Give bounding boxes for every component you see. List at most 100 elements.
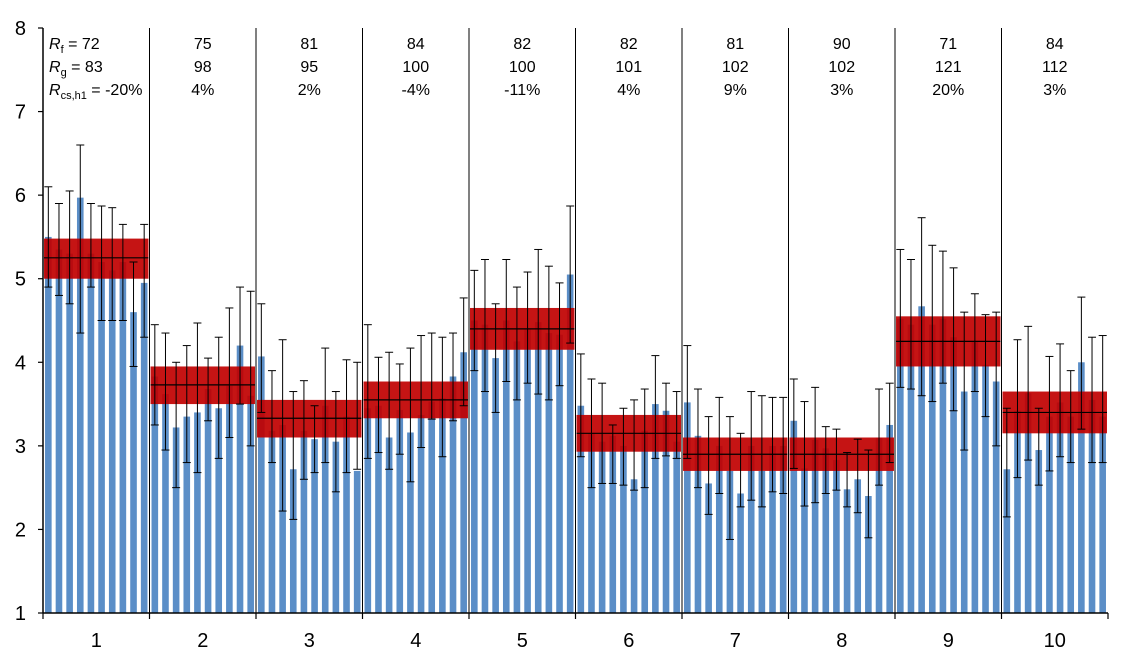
mean-bands	[44, 238, 1107, 471]
annotation-rcs: 3%	[830, 82, 853, 99]
annotation-rg: 100	[402, 59, 429, 76]
bar	[758, 470, 766, 613]
bar	[620, 445, 627, 613]
bar	[226, 385, 233, 613]
bar	[811, 440, 819, 613]
y-tick-label: 8	[15, 18, 26, 40]
bar	[907, 324, 915, 613]
bar	[918, 306, 925, 613]
bar	[1003, 469, 1011, 613]
x-tick-label: 5	[517, 630, 528, 652]
bar	[311, 439, 318, 613]
bar	[865, 496, 872, 613]
bar	[385, 437, 393, 613]
bar	[1046, 416, 1053, 613]
bar	[439, 398, 446, 613]
bar	[843, 489, 851, 613]
bar	[992, 381, 1000, 613]
bar	[449, 376, 457, 613]
annotation-rf: 75	[194, 36, 212, 53]
annotation-rg: 121	[935, 59, 962, 76]
group-dividers	[149, 28, 1002, 613]
annotation-rg: 100	[509, 59, 536, 76]
bar	[960, 391, 968, 613]
bar	[609, 435, 617, 613]
bar	[556, 334, 563, 613]
annotation-rf: 84	[1046, 36, 1064, 53]
bar	[630, 479, 638, 613]
bar	[1035, 450, 1043, 613]
bar	[481, 324, 489, 613]
y-tick-label: 5	[15, 269, 26, 291]
annotation-rcs: -11%	[504, 82, 540, 99]
bar	[108, 270, 116, 613]
bar	[1056, 402, 1064, 613]
annotation-rcs: 9%	[724, 82, 747, 99]
bar	[162, 394, 169, 613]
bar	[151, 376, 159, 613]
bar	[343, 416, 350, 613]
bar	[673, 441, 680, 613]
bar	[375, 405, 382, 613]
y-tick-label: 1	[15, 603, 26, 625]
mean-band	[44, 238, 149, 279]
bar	[76, 197, 84, 613]
bar	[1014, 410, 1021, 613]
x-tick-label: 3	[304, 630, 315, 652]
annotation-rcs: 4%	[191, 82, 214, 99]
bar	[875, 437, 883, 613]
bar	[737, 493, 744, 613]
annotation-rf: 84	[407, 36, 425, 53]
annotation-rg-label: Rg = 83	[49, 59, 103, 79]
x-tick-label: 4	[410, 630, 421, 652]
bar	[822, 448, 830, 613]
annotation-rg: 95	[300, 59, 318, 76]
x-tick-label: 6	[623, 630, 634, 652]
bar	[545, 333, 553, 613]
bar	[87, 253, 95, 613]
bar	[1024, 393, 1032, 613]
bar	[641, 430, 649, 613]
bar	[247, 395, 254, 613]
bar	[652, 404, 659, 613]
bar	[460, 352, 467, 613]
y-tick-label: 6	[15, 185, 26, 207]
axes	[38, 27, 1109, 619]
bar	[726, 470, 734, 613]
bar	[662, 410, 670, 613]
annotation-rf: 82	[620, 36, 638, 53]
bar	[321, 405, 329, 613]
bar	[353, 470, 361, 613]
annotation-rcs: 3%	[1043, 82, 1066, 99]
bar	[66, 253, 73, 613]
bar	[982, 364, 989, 613]
y-tick-label: 2	[15, 519, 26, 541]
bar	[971, 341, 979, 613]
bar	[1078, 362, 1085, 613]
annotation-rcs: 20%	[932, 82, 964, 99]
annotation-rg: 102	[828, 59, 855, 76]
bar	[502, 320, 510, 613]
y-tick-label: 3	[15, 436, 26, 458]
bar	[950, 337, 957, 613]
bar	[684, 402, 691, 613]
x-tick-label: 9	[943, 630, 954, 652]
bar	[939, 318, 947, 613]
bar	[204, 389, 212, 613]
bar	[279, 424, 286, 613]
annotation-rg: 98	[194, 59, 212, 76]
bar	[140, 282, 148, 613]
bar	[705, 483, 712, 613]
bar	[801, 468, 808, 613]
bar	[715, 445, 723, 613]
bar	[268, 430, 276, 613]
bar	[577, 405, 585, 613]
bar	[747, 445, 755, 613]
bar	[300, 430, 308, 613]
bar	[417, 414, 425, 613]
bar	[407, 432, 414, 613]
annotation-rf: 71	[939, 36, 957, 53]
annotation-rf: 81	[726, 36, 744, 53]
x-tick-label: 1	[91, 630, 102, 652]
